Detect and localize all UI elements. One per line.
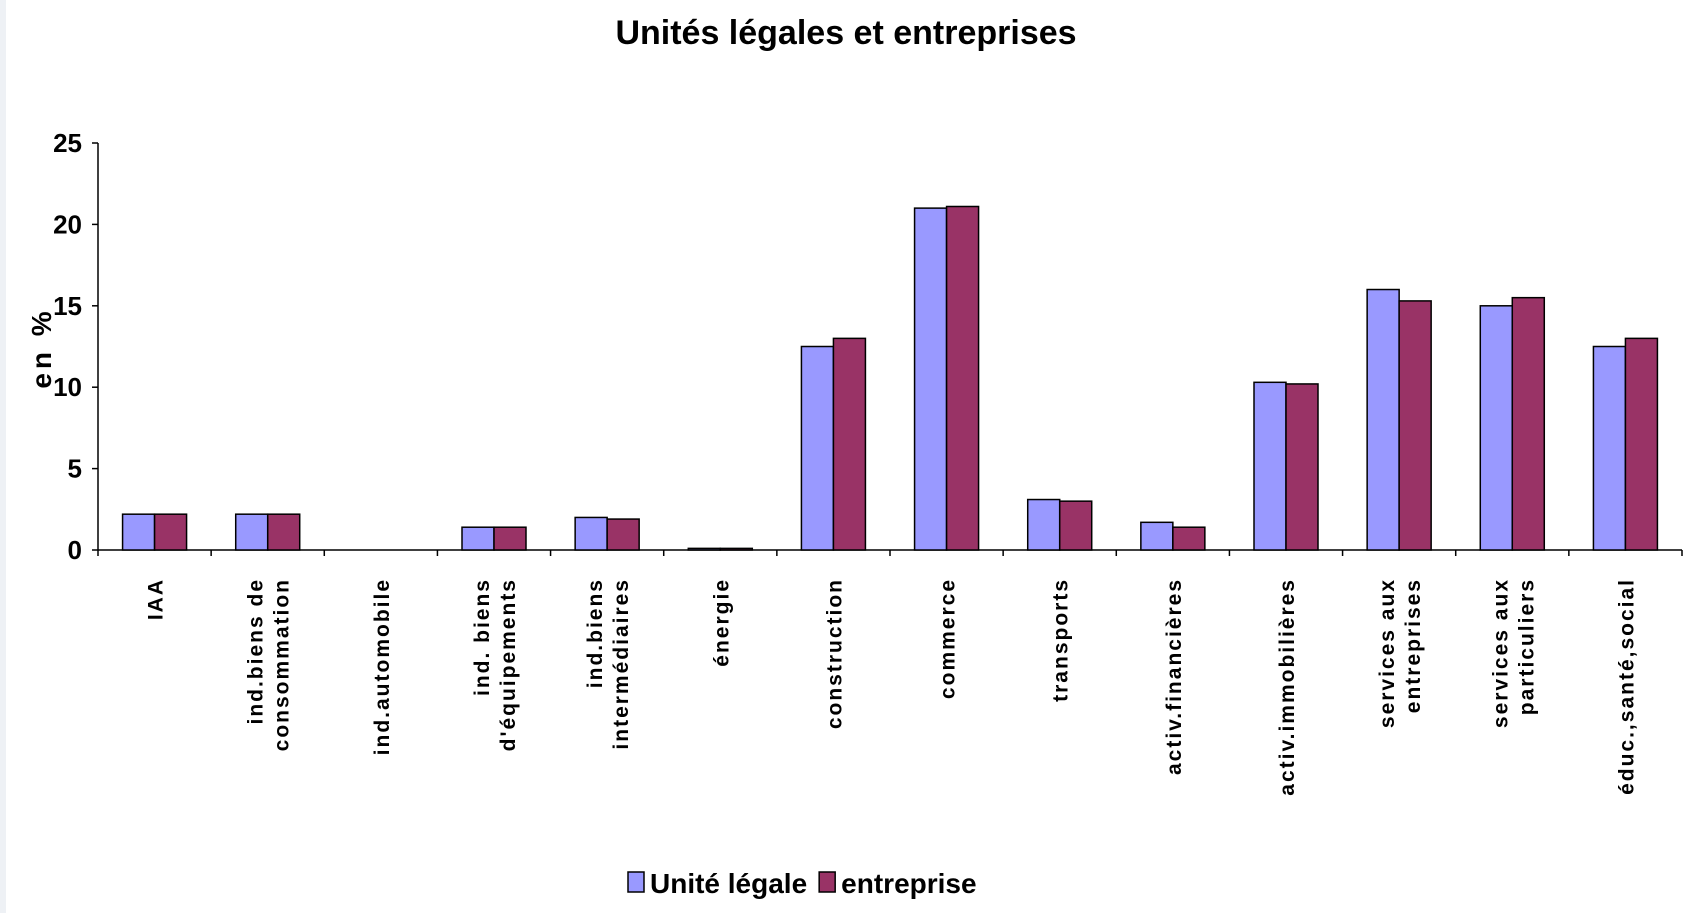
- bar-unite-legale: [574, 516, 608, 551]
- x-tick-label: transports: [1050, 578, 1073, 702]
- bar-unite-legale: [1140, 521, 1174, 551]
- bar-entreprise: [606, 518, 640, 551]
- x-tick-label: ind. biens: [471, 578, 494, 696]
- bar-unite-legale: [1366, 288, 1400, 551]
- x-tick-label: activ.immobilières: [1276, 578, 1299, 796]
- bar-entreprise: [153, 513, 188, 551]
- x-tick-label: ind.biens de: [245, 578, 268, 725]
- x-tick-label: entreprises: [1402, 578, 1425, 713]
- chart-title: Unités légales et entreprises: [615, 14, 1076, 52]
- x-tick-label: consommation: [271, 578, 294, 751]
- y-tick-label: 0: [68, 535, 82, 565]
- y-tick-label: 25: [53, 128, 82, 158]
- bar-entreprise: [1058, 500, 1093, 551]
- bar-chart: Unités légales et entreprises en % 0 5 10 1…: [26, 14, 1683, 899]
- bar-unite-legale: [1592, 345, 1627, 551]
- legend-label: Unité légale: [650, 868, 807, 899]
- bar-entreprise: [1172, 526, 1206, 551]
- y-tick-label: 20: [53, 209, 82, 239]
- bar-unite-legale: [800, 345, 835, 551]
- x-tick-label: construction: [823, 578, 846, 729]
- bar-entreprise: [1285, 383, 1319, 551]
- x-tick-label: énergie: [710, 578, 733, 667]
- x-tick-label: services aux: [1489, 578, 1512, 728]
- x-tick-label: particuliers: [1515, 578, 1538, 715]
- bar-unite-legale: [121, 513, 156, 551]
- x-tick-label: ind.automobile: [371, 578, 394, 755]
- bar-unite-legale: [1253, 381, 1287, 551]
- x-tick-label: intermédiaires: [610, 578, 633, 750]
- bar-entreprise: [719, 547, 754, 551]
- legend-swatch: [627, 871, 645, 893]
- bar-entreprise: [1624, 337, 1659, 551]
- legend: Unité légale entreprise: [627, 868, 977, 899]
- chart-area: Unités légales et entreprises en % 0 5 10 1…: [6, 0, 1686, 913]
- bar-unite-legale: [461, 526, 495, 551]
- x-axis: [97, 549, 1683, 556]
- bar-entreprise: [945, 205, 980, 551]
- x-tick-label: ind.biens: [584, 578, 607, 688]
- y-axis: 0 5 10 15 20 25: [53, 128, 99, 565]
- x-tick-label: d'équipements: [497, 578, 520, 751]
- y-tick-label: 15: [53, 291, 82, 321]
- x-tick-labels: IAA ind.biens de consommation ind.automobil…: [145, 578, 1639, 796]
- y-tick-label: 5: [68, 454, 82, 484]
- bar-entreprise: [1511, 296, 1546, 551]
- legend-swatch: [818, 871, 836, 893]
- y-tick-label: 10: [53, 372, 82, 402]
- x-tick-label: commerce: [937, 578, 960, 699]
- x-tick-label: éduc.,santé,social: [1615, 578, 1638, 795]
- legend-label: entreprise: [841, 868, 976, 899]
- bar-entreprise: [832, 337, 867, 551]
- bar-unite-legale: [234, 513, 269, 551]
- bar-entreprise: [1398, 300, 1432, 551]
- bar-unite-legale: [913, 207, 948, 551]
- bars: [121, 205, 1659, 551]
- x-tick-label: IAA: [145, 578, 168, 620]
- x-tick-label: services aux: [1376, 578, 1399, 728]
- bar-entreprise: [266, 513, 301, 551]
- x-tick-label: activ.financières: [1163, 578, 1186, 775]
- bar-unite-legale: [1026, 498, 1061, 551]
- y-axis-label: en %: [26, 307, 57, 388]
- bar-entreprise: [493, 526, 527, 551]
- bar-unite-legale: [687, 547, 722, 551]
- bar-unite-legale: [1479, 305, 1514, 551]
